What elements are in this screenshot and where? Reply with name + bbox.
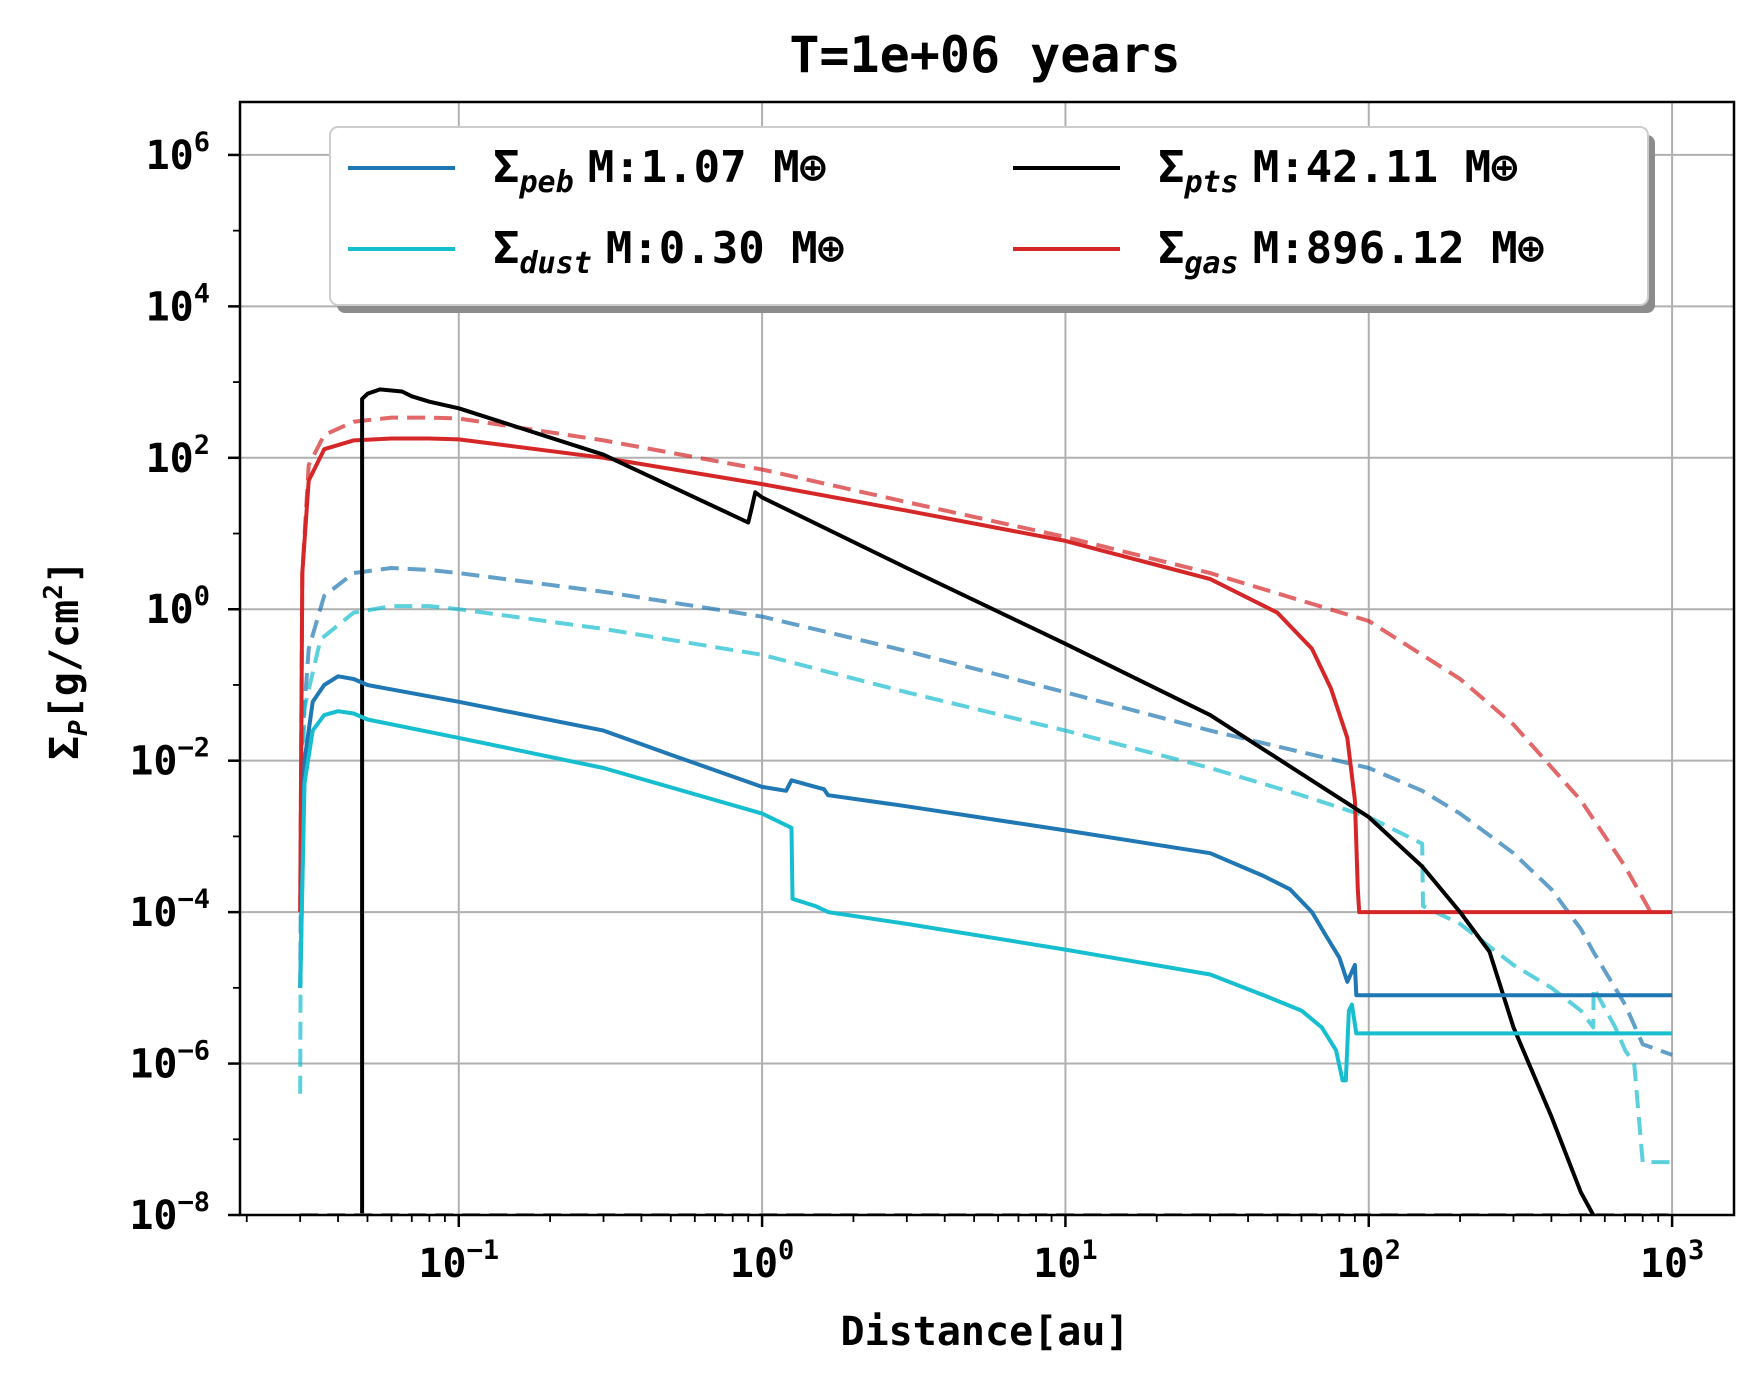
- y-tick-exp: −6: [177, 1036, 210, 1067]
- y-tick-base: 10: [146, 587, 194, 633]
- series-line: [298, 709, 1673, 1083]
- y-tick-base: 10: [146, 436, 194, 482]
- y-tick-exp: 0: [194, 581, 210, 612]
- legend-label-dust: Σdust M:0.30 M⊕: [493, 223, 845, 281]
- x-tick-exp: 1: [1081, 1235, 1097, 1266]
- y-axis-label: ΣP[g/cm2]: [39, 560, 94, 760]
- y-label-unit-post: ]: [42, 560, 88, 584]
- legend-text-peb: M:1.07 M⊕: [588, 142, 827, 193]
- legend-symbol-peb: Σ: [493, 142, 520, 193]
- legend-symbol-gas: Σ: [1158, 223, 1185, 274]
- legend-symbol-pts: Σ: [1158, 142, 1185, 193]
- series-layer: [298, 387, 1673, 1215]
- x-tick-exp: 2: [1385, 1235, 1401, 1266]
- y-tick-base: 10: [129, 890, 177, 936]
- y-tick-label: 104: [146, 278, 210, 330]
- y-tick-label: 10−4: [129, 884, 210, 936]
- y-tick-label: 100: [146, 581, 210, 633]
- y-label-unit-sup: 2: [39, 584, 69, 600]
- legend-text-dust: M:0.30 M⊕: [606, 223, 845, 274]
- y-tick-exp: 4: [194, 278, 210, 309]
- series-line: [298, 604, 1673, 1165]
- chart-title: T=1e+06 years: [789, 26, 1180, 84]
- x-tick-label: 101: [1033, 1235, 1097, 1287]
- y-tick-base: 10: [146, 133, 194, 179]
- legend-label-gas: Σgas M:896.12 M⊕: [1158, 223, 1545, 281]
- y-label-unit-pre: [g/cm: [42, 600, 88, 720]
- legend-sub-pts: pts: [1184, 165, 1239, 200]
- legend: Σpeb M:1.07 M⊕ Σdust M:0.30 M⊕ Σpts M:42.11…: [329, 126, 1655, 313]
- series-line: [360, 387, 1596, 1215]
- y-tick-base: 10: [129, 1193, 177, 1239]
- series-line: [298, 674, 1673, 998]
- series-line: [298, 436, 1673, 915]
- legend-text-gas: M:896.12 M⊕: [1253, 223, 1545, 274]
- y-tick-exp: 2: [194, 430, 210, 461]
- x-tick-base: 10: [418, 1241, 466, 1287]
- y-tick-label: 10−6: [129, 1036, 210, 1088]
- y-tick-exp: 6: [194, 127, 210, 158]
- legend-label-pts: Σpts M:42.11 M⊕: [1158, 142, 1518, 200]
- x-tick-exp: 3: [1688, 1235, 1704, 1266]
- x-axis-label: Distance[au]: [841, 1309, 1130, 1355]
- legend-label-peb: Σpeb M:1.07 M⊕: [493, 142, 827, 200]
- legend-sub-dust: dust: [520, 246, 592, 281]
- x-tick-label: 100: [730, 1235, 794, 1287]
- y-tick-label: 102: [146, 430, 210, 482]
- y-tick-exp: −2: [177, 733, 210, 764]
- x-tick-base: 10: [1640, 1241, 1688, 1287]
- y-tick-base: 10: [129, 739, 177, 785]
- y-tick-exp: −8: [177, 1187, 210, 1218]
- legend-sub-peb: peb: [519, 165, 574, 200]
- x-tick-exp: −1: [467, 1235, 500, 1266]
- series-line: [298, 415, 1653, 914]
- plot-frame: [238, 100, 1736, 1217]
- legend-box: [329, 126, 1649, 306]
- x-tick-base: 10: [730, 1241, 778, 1287]
- x-axis: 10−1 100 101 102 103: [418, 1215, 1704, 1287]
- y-tick-base: 10: [129, 1042, 177, 1088]
- y-tick-exp: −4: [177, 884, 210, 915]
- x-tick-base: 10: [1033, 1241, 1081, 1287]
- minor-ticks: [233, 229, 1660, 1222]
- x-tick-label: 103: [1640, 1235, 1704, 1287]
- y-tick-base: 10: [146, 284, 194, 330]
- series-line: [298, 566, 1673, 1057]
- y-tick-label: 10−2: [129, 733, 210, 785]
- x-tick-label: 10−1: [418, 1235, 499, 1287]
- x-tick-label: 102: [1337, 1235, 1401, 1287]
- y-label-symbol: Σ: [42, 736, 88, 760]
- legend-symbol-dust: Σ: [493, 223, 520, 274]
- legend-text-pts: M:42.11 M⊕: [1253, 142, 1518, 193]
- legend-sub-gas: gas: [1185, 246, 1239, 281]
- x-tick-exp: 0: [778, 1235, 794, 1266]
- y-tick-label: 10−8: [129, 1187, 210, 1239]
- y-tick-label: 106: [146, 127, 210, 179]
- y-label-sub: P: [64, 720, 94, 736]
- x-tick-base: 10: [1337, 1241, 1385, 1287]
